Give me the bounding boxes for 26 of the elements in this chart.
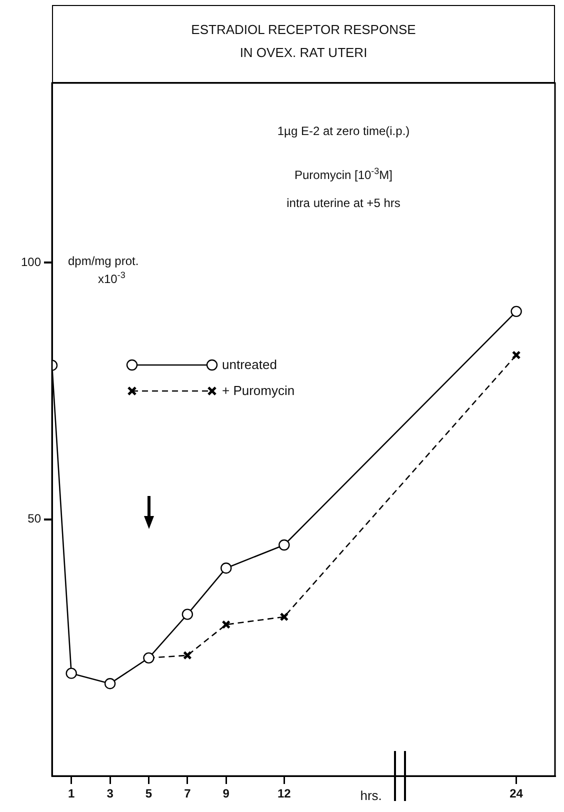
point xyxy=(220,562,232,574)
point xyxy=(182,608,194,620)
x-tick-label: 7 xyxy=(184,786,192,801)
point xyxy=(280,612,289,622)
chart-subtitle: IN OVEX. RAT UTERI xyxy=(238,45,368,60)
legend-label: untreated xyxy=(222,357,277,372)
x-tick-label: 3 xyxy=(106,786,114,801)
y-tick-label: 50 xyxy=(28,512,42,526)
point xyxy=(104,678,116,690)
x-axis-title: hrs. xyxy=(360,788,382,803)
y-tick-label: 100 xyxy=(20,254,42,269)
point xyxy=(182,650,192,660)
legend-label: + Puromycin xyxy=(222,383,295,398)
point xyxy=(222,620,231,629)
annotation: 1µg E-2 at zero time(i.p.) xyxy=(277,124,410,138)
chart-title: ESTRADIOL RECEPTOR RESPONSE xyxy=(190,22,417,37)
point xyxy=(66,668,77,679)
x-tick-label: 12 xyxy=(277,786,292,801)
point xyxy=(512,350,521,360)
x-tick-label: 24 xyxy=(510,786,524,801)
annotation: intra uterine at +5 hrs xyxy=(286,196,400,210)
x-tick-label: 1 xyxy=(68,786,75,801)
x-tick-label: 5 xyxy=(145,786,152,801)
point xyxy=(510,306,522,318)
point xyxy=(278,539,290,551)
x-tick-label: 9 xyxy=(222,786,230,801)
